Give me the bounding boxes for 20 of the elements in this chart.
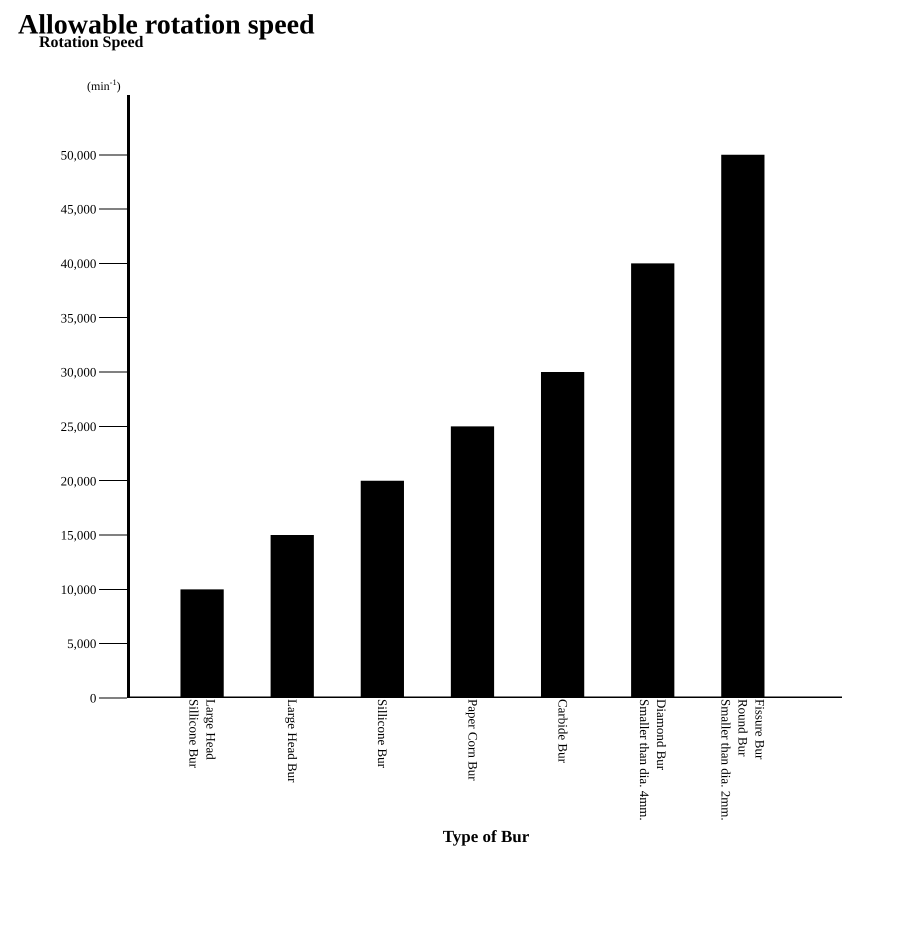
- x-axis-title: Type of Bur: [442, 827, 530, 846]
- y-tick-label: 45,000: [60, 202, 96, 217]
- text: (min$^{-1}$): [87, 78, 121, 94]
- y-tick-label: 40,000: [60, 256, 96, 271]
- x-tick-label: Sillicone Bur: [375, 699, 390, 769]
- y-tick-label: 0: [90, 690, 96, 706]
- y-tick-label: 10,000: [60, 582, 96, 597]
- x-tick-label: Paper Corn Bur: [465, 699, 480, 782]
- y-tick-label: 5,000: [67, 636, 96, 652]
- x-tick-label: Large Head Bur: [285, 699, 300, 784]
- y-tick-label: 50,000: [60, 147, 96, 162]
- y-tick-label: 20,000: [60, 473, 96, 488]
- y-tick-label: 25,000: [60, 418, 96, 434]
- x-tick-label: Fissure Bur Round Bur Smaller than dia. 2mm.: [718, 699, 768, 821]
- x-tick-label: Diamond Bur Smaller than dia. 4mm.: [637, 699, 669, 821]
- x-tick-label: Carbide Bur: [555, 699, 570, 764]
- x-tick-label: Large Head Sillicone Bur: [186, 699, 218, 769]
- y-tick-label: 35,000: [60, 310, 96, 326]
- y-tick-label: 30,000: [60, 364, 96, 380]
- y-tick-label: 15,000: [60, 528, 96, 543]
